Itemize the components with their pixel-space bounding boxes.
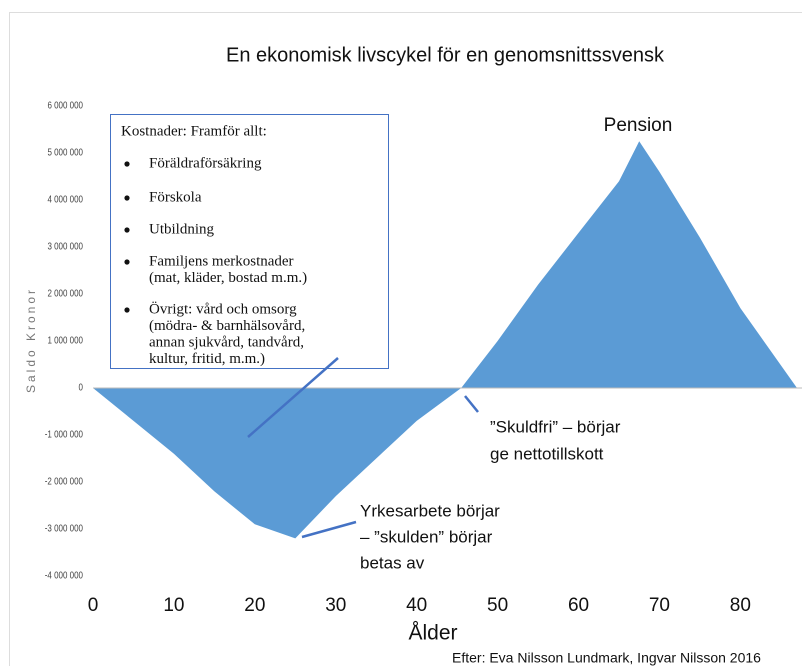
annotation: Pension <box>604 115 673 136</box>
x-tick-label: 40 <box>406 595 427 616</box>
box-item: Förskola <box>149 189 202 205</box>
cost-box <box>110 114 389 369</box>
y-tick-label: 1 000 000 <box>47 335 83 346</box>
annotation: ”Skuldfri” – börjar <box>490 417 621 436</box>
x-tick-label: 20 <box>244 595 265 616</box>
box-item: kultur, fritid, m.m.) <box>149 351 265 367</box>
y-tick-label: -4 000 000 <box>45 570 83 581</box>
chart-frame <box>9 12 802 666</box>
x-tick-label: 50 <box>487 595 508 616</box>
box-item: Föräldraförsäkring <box>149 155 262 171</box>
leader-line <box>301 520 357 539</box>
bullet <box>124 161 130 167</box>
y-axis-label: Saldo Kronor <box>24 287 38 393</box>
bullet <box>124 307 130 313</box>
y-tick-label: -2 000 000 <box>45 476 83 487</box>
box-item: (mat, kläder, bostad m.m.) <box>149 270 307 286</box>
chart-title: En ekonomisk livscykel för en genomsnitt… <box>226 44 665 66</box>
annotation: – ”skulden” börjar <box>360 527 493 546</box>
x-tick-label: 0 <box>88 595 99 616</box>
box-title: Kostnader: Framför allt: <box>121 123 267 139</box>
y-tick-label: 5 000 000 <box>47 147 83 158</box>
annotation: betas av <box>360 553 425 572</box>
y-tick-label: 0 <box>79 382 83 393</box>
bullet <box>124 195 130 201</box>
y-tick-label: 2 000 000 <box>47 288 83 299</box>
source: Efter: Eva Nilsson Lundmark, Ingvar Nils… <box>452 650 761 666</box>
x-tick-label: 10 <box>163 595 184 616</box>
annotation: Yrkesarbete börjar <box>360 501 500 520</box>
x-axis-label: Ålder <box>408 622 457 645</box>
plot <box>93 141 802 539</box>
cost-box-text: Kostnader: Framför allt: Föräldraförsäkri… <box>121 123 307 367</box>
annotation: ge nettotillskott <box>490 444 604 463</box>
leader-line <box>247 357 339 438</box>
box-item: annan sjukvård, tandvård, <box>149 334 304 350</box>
leader-line <box>464 395 479 413</box>
area <box>93 141 797 539</box>
y-tick-label: 4 000 000 <box>47 194 83 205</box>
y-tick-label: -1 000 000 <box>45 429 83 440</box>
x-tick-label: 30 <box>325 595 346 616</box>
bullet <box>124 259 130 265</box>
y-tick-label: 3 000 000 <box>47 241 83 252</box>
box-item: Familjens merkostnader <box>149 253 294 269</box>
box-item: (mödra- & barnhälsovård, <box>149 318 305 334</box>
x-tick-label: 60 <box>568 595 589 616</box>
x-tick-label: 70 <box>649 595 670 616</box>
y-tick-label: -3 000 000 <box>45 523 83 534</box>
box-item: Utbildning <box>149 221 215 237</box>
box-item: Övrigt: vård och omsorg <box>149 300 297 317</box>
x-tick-label: 80 <box>730 595 751 616</box>
y-tick-label: 6 000 000 <box>47 100 83 111</box>
bullet <box>124 227 130 233</box>
